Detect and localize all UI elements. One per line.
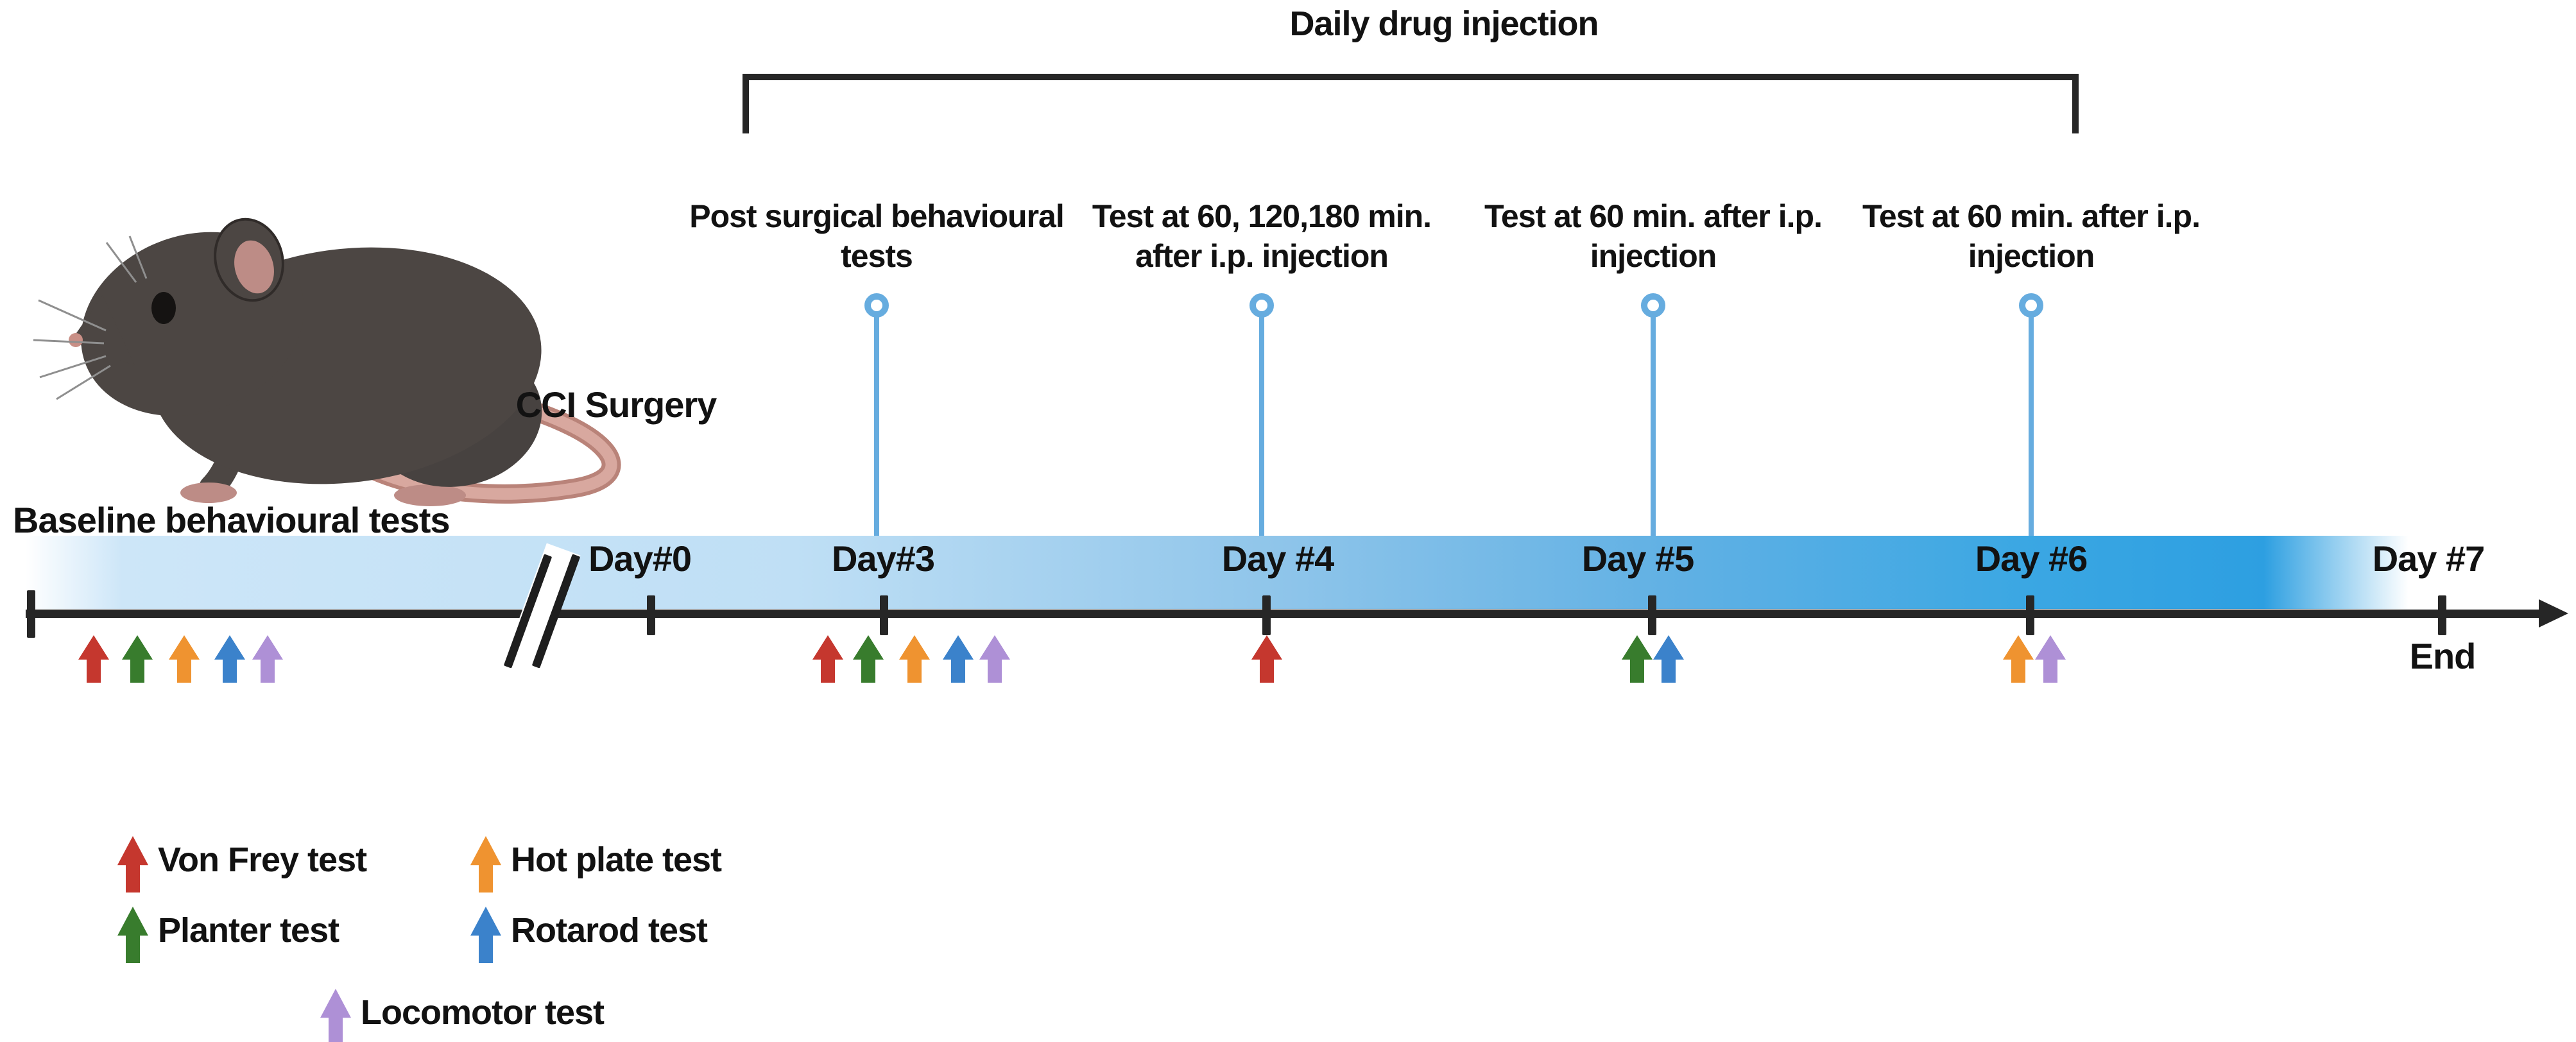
legend-label: Hot plate test <box>511 841 722 879</box>
event-pin-label-line1: Test at 60 min. after i.p. <box>1484 198 1823 234</box>
end-label: End <box>2409 636 2477 676</box>
day-label-3: Day#3 <box>831 538 935 579</box>
legend-arrow-icon <box>117 907 149 963</box>
test-arrow-hot-plate <box>2002 635 2034 683</box>
event-pin-label-3: Test at 60 min. after i.p. injection <box>1484 196 1823 276</box>
test-arrow-locomotor <box>979 635 1011 683</box>
legend-arrow-icon <box>320 989 352 1042</box>
legend-arrow-icon <box>470 907 502 963</box>
event-pin-label-line1: Post surgical behavioural <box>689 198 1065 234</box>
event-pin-label-2: Test at 60, 120,180 min. after i.p. inje… <box>1092 196 1432 276</box>
daily-injection-bracket <box>743 74 2079 133</box>
test-arrow-planter <box>1621 635 1653 683</box>
timeline-axis <box>26 610 2541 618</box>
legend-label: Von Frey test <box>158 841 367 879</box>
baseline-tests-label: Baseline behavioural tests <box>13 500 451 540</box>
legend-label: Rotarod test <box>511 911 708 950</box>
day-label-7: Day #7 <box>2372 538 2486 579</box>
day-tick <box>2026 595 2034 635</box>
day-label-6: Day #6 <box>1975 538 2088 579</box>
legend-item-von-frey: Von Frey test <box>117 832 367 893</box>
event-pin-label-line1: Test at 60 min. after i.p. <box>1862 198 2201 234</box>
cci-surgery-label: CCI Surgery <box>515 384 717 425</box>
event-pin-label-line2: injection <box>1968 238 2095 274</box>
pin-line <box>874 317 879 536</box>
day-tick <box>880 595 888 635</box>
title-daily-drug-injection: Daily drug injection <box>1289 4 1599 43</box>
legend-item-hot-plate: Hot plate test <box>470 832 722 893</box>
pin-circle-icon <box>864 293 889 318</box>
pin-circle-icon <box>2019 293 2043 318</box>
day-label-0: Day#0 <box>588 538 692 579</box>
day-label-5: Day #5 <box>1581 538 1695 579</box>
legend-item-rotarod: Rotarod test <box>470 902 708 963</box>
legend-label: Planter test <box>158 911 339 950</box>
day-tick <box>1648 595 1656 635</box>
event-pin-label-line2: injection <box>1590 238 1717 274</box>
test-arrow-von-frey <box>1251 635 1283 683</box>
legend-arrow-icon <box>117 836 149 893</box>
test-arrow-hot-plate <box>898 635 931 683</box>
mouse-front-foot <box>180 483 237 503</box>
test-arrow-locomotor <box>252 635 284 683</box>
timeline-arrowhead-icon <box>2539 599 2568 628</box>
legend-item-planter: Planter test <box>117 902 339 963</box>
pin-line <box>2029 317 2034 536</box>
test-arrow-rotarod <box>942 635 974 683</box>
test-arrow-locomotor <box>2034 635 2066 683</box>
legend-item-locomotor: Locomotor test <box>320 984 605 1042</box>
test-arrow-rotarod <box>1653 635 1685 683</box>
day-tick <box>2438 595 2446 635</box>
mouse-hind-foot <box>394 484 466 506</box>
day-label-4: Day #4 <box>1221 538 1335 579</box>
timeline-start-cap <box>27 590 35 638</box>
test-arrow-planter <box>852 635 884 683</box>
mouse-nose <box>69 333 83 347</box>
event-pin-label-4: Test at 60 min. after i.p. injection <box>1862 196 2201 276</box>
event-pin-label-1: Post surgical behavioural tests <box>689 196 1065 276</box>
test-arrow-rotarod <box>214 635 246 683</box>
pin-line <box>1651 317 1656 536</box>
test-arrow-von-frey <box>78 635 110 683</box>
pin-circle-icon <box>1249 293 1274 318</box>
legend-arrow-icon <box>470 836 502 893</box>
test-arrow-von-frey <box>812 635 844 683</box>
event-pin-label-line2: after i.p. injection <box>1135 238 1389 274</box>
mouse-eye <box>151 292 176 324</box>
pin-line <box>1259 317 1264 536</box>
pin-circle-icon <box>1641 293 1665 318</box>
test-arrow-hot-plate <box>168 635 200 683</box>
day-tick <box>1262 595 1271 635</box>
legend-label: Locomotor test <box>361 993 605 1032</box>
mouse-whiskers <box>33 235 148 400</box>
event-pin-label-line2: tests <box>841 238 913 274</box>
event-pin-label-line1: Test at 60, 120,180 min. <box>1092 198 1432 234</box>
test-arrow-planter <box>121 635 153 683</box>
mouse-illustration <box>33 218 621 506</box>
day-tick <box>647 595 655 635</box>
